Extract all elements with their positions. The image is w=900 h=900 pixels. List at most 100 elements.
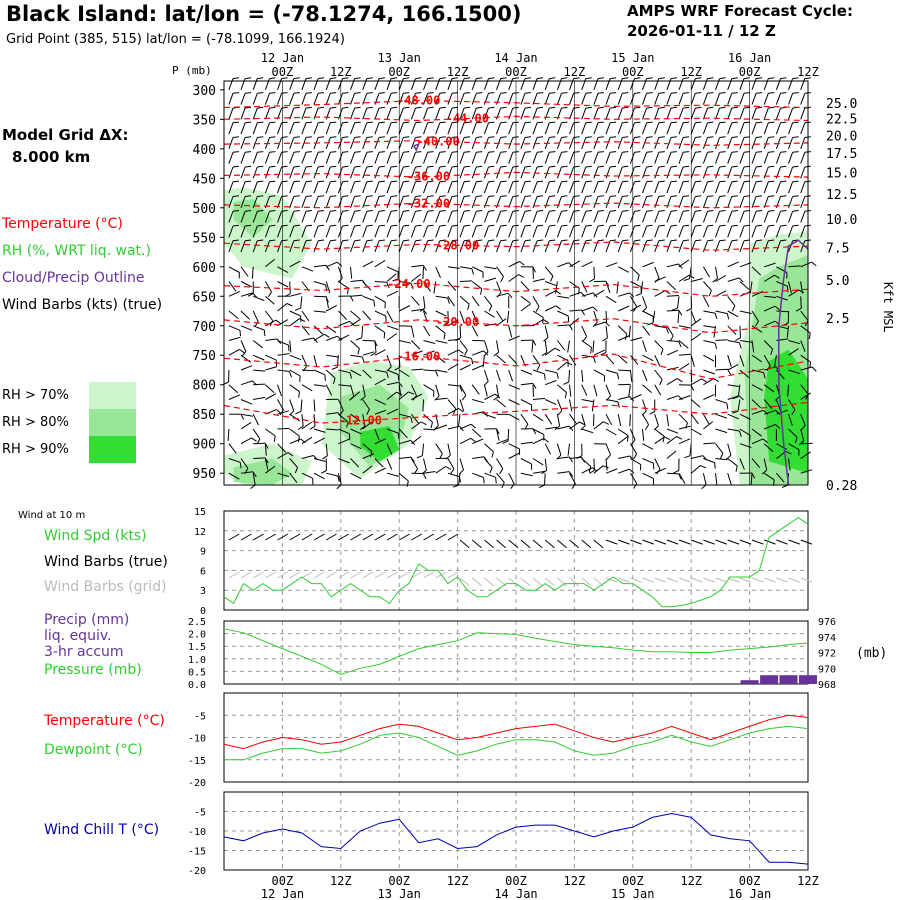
wind-barb-grid bbox=[289, 571, 301, 579]
wind-barb bbox=[727, 395, 740, 400]
wind-barb-flag bbox=[366, 165, 373, 168]
wind-barb bbox=[228, 266, 240, 273]
wind-barb bbox=[739, 181, 745, 194]
wind-barb-flag bbox=[451, 224, 458, 227]
wind-barb-flag bbox=[743, 239, 750, 242]
precip-bar bbox=[760, 675, 779, 684]
wind-barb-flag bbox=[602, 337, 608, 342]
wind-barb bbox=[447, 137, 453, 149]
wind-barb bbox=[374, 225, 380, 238]
wind-barb-flag bbox=[464, 210, 471, 212]
wind-barb-flag bbox=[735, 337, 741, 342]
wind-barb bbox=[617, 266, 630, 273]
wind-barb-flag bbox=[476, 136, 483, 138]
wind-barb bbox=[617, 354, 628, 364]
wind-barb-flag bbox=[476, 180, 483, 183]
wind-barb-flag bbox=[269, 165, 276, 168]
cross-section-panel: -48.00-44.00-40.00-36.00-32.00-28.00-24.… bbox=[172, 51, 895, 494]
date-label-bottom: 12 Jan bbox=[261, 887, 304, 900]
wind-barb-flag bbox=[795, 307, 802, 312]
wind-barb bbox=[702, 107, 708, 120]
wind-barb bbox=[678, 122, 684, 135]
wind-barb-flag bbox=[549, 195, 556, 197]
wind-barb bbox=[362, 399, 370, 410]
wind-barb bbox=[557, 362, 568, 371]
wind-barb-flag bbox=[383, 332, 386, 339]
wind-barb-grid bbox=[715, 577, 727, 583]
wind-barb bbox=[326, 412, 339, 415]
wind-barb bbox=[788, 414, 793, 426]
wind-barb bbox=[484, 393, 496, 400]
wind-barb bbox=[763, 354, 771, 366]
wind-barb bbox=[581, 292, 594, 297]
wind-barb-flag bbox=[561, 121, 568, 124]
wind-barb-flag bbox=[646, 165, 653, 168]
wind-barb-flag bbox=[561, 151, 568, 153]
wind-barb bbox=[484, 413, 496, 419]
wind-barb bbox=[727, 310, 739, 318]
wind-barb-flag bbox=[768, 106, 775, 109]
wind-barb bbox=[569, 181, 575, 194]
wind-barb-flag bbox=[707, 224, 714, 227]
wind-barb bbox=[629, 443, 638, 455]
wind-barb-flag bbox=[269, 151, 276, 153]
wind-barb bbox=[691, 539, 703, 545]
wind-barb bbox=[458, 414, 461, 427]
wind-barb-flag bbox=[373, 300, 376, 307]
wind-barb bbox=[581, 414, 586, 426]
wind-barb bbox=[654, 276, 666, 282]
wind-barb bbox=[398, 196, 404, 208]
wind-barb-flag bbox=[500, 151, 507, 153]
wind-barb-flag bbox=[610, 180, 617, 183]
wind-barb-flag bbox=[483, 381, 489, 387]
wind-barb bbox=[289, 281, 291, 294]
wind-barb bbox=[532, 470, 545, 474]
wind-barb-flag bbox=[305, 106, 312, 109]
wind-barb-grid bbox=[228, 571, 240, 579]
wind-barb bbox=[775, 107, 781, 120]
wind-barb bbox=[605, 295, 617, 304]
wind-barb bbox=[690, 93, 696, 105]
pressure-tick-label: 450 bbox=[193, 172, 216, 187]
wind-barb bbox=[338, 310, 348, 320]
wind-barb bbox=[727, 107, 733, 120]
wind-barb bbox=[313, 295, 327, 298]
wind-barb bbox=[800, 340, 806, 352]
wind-barb bbox=[338, 428, 350, 435]
wind-barb bbox=[618, 396, 630, 400]
wind-barb bbox=[289, 472, 298, 484]
wind-barb bbox=[581, 428, 594, 434]
wind-barb-flag bbox=[330, 180, 337, 183]
wind-barb bbox=[228, 472, 240, 480]
wind-barb-flag bbox=[610, 195, 617, 197]
isotherm-label: -32.00 bbox=[407, 196, 450, 210]
wind-barb bbox=[690, 465, 701, 474]
wind-barb bbox=[532, 211, 538, 223]
wind-barb bbox=[544, 240, 550, 253]
wind-barb-flag bbox=[604, 321, 610, 327]
wind-barb bbox=[702, 122, 708, 135]
wind-barb bbox=[532, 93, 538, 105]
wind-barb-flag bbox=[354, 195, 361, 197]
wind-barb bbox=[399, 340, 412, 344]
wind-barb-flag bbox=[780, 136, 787, 138]
wind-barb bbox=[532, 240, 538, 253]
wind-barb bbox=[654, 240, 660, 253]
wind-barb bbox=[398, 122, 404, 135]
wind-barb-flag bbox=[561, 136, 568, 138]
wind-barb bbox=[617, 137, 623, 149]
wind-barb-flag bbox=[719, 151, 726, 153]
wind-barb bbox=[471, 266, 484, 273]
wind-barb bbox=[228, 107, 234, 120]
wind-barb-flag bbox=[707, 121, 714, 124]
wind-barb bbox=[459, 211, 465, 223]
wind-barb bbox=[277, 281, 289, 288]
wind-barb-flag bbox=[557, 410, 563, 416]
legend-precip-liq: liq. equiv. bbox=[44, 628, 112, 644]
wind-barb-flag bbox=[298, 391, 300, 398]
wind-barb bbox=[374, 166, 380, 179]
wind-barb-flag bbox=[646, 136, 653, 138]
wind-barb bbox=[325, 443, 328, 456]
grid-dx-label: Model Grid ΔX: bbox=[2, 126, 129, 144]
wind-barb bbox=[362, 181, 368, 194]
